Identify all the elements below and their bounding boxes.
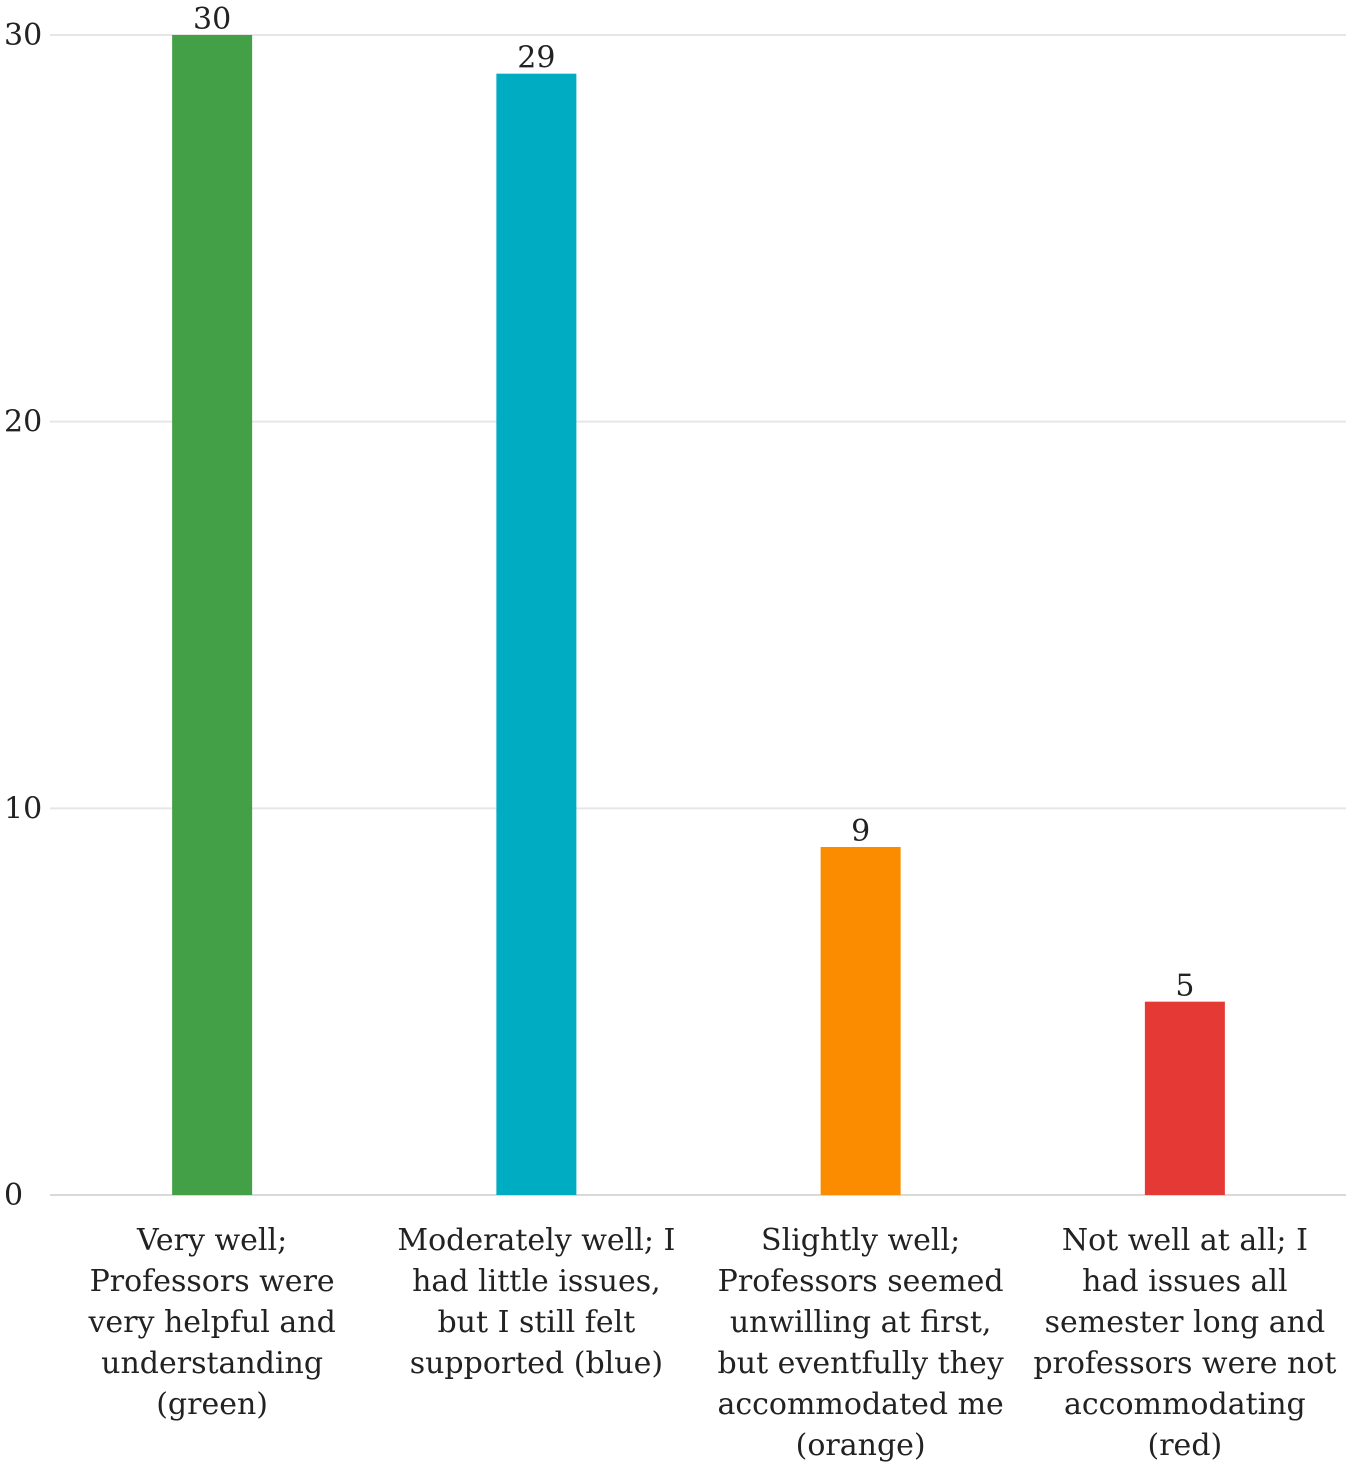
category-label-line: accommodating — [1064, 1387, 1306, 1422]
category-label-line: accommodated me — [717, 1387, 1003, 1422]
category-label-line: (green) — [156, 1387, 268, 1422]
data-label-0: 30 — [193, 2, 231, 37]
y-tick-label: 10 — [4, 791, 42, 826]
y-tick-label: 0 — [4, 1178, 23, 1213]
category-label-line: but eventfully they — [718, 1346, 1004, 1381]
category-label-line: but I still felt — [437, 1305, 635, 1340]
category-label-line: supported (blue) — [410, 1346, 663, 1381]
category-label-3: Not well at all; I had issues all semester… — [1033, 1223, 1336, 1462]
bars — [172, 35, 1225, 1196]
category-label-line: very helpful and — [87, 1305, 335, 1340]
y-axis-ticks: 0 10 20 30 — [4, 18, 42, 1213]
bar-1 — [496, 73, 577, 1196]
y-tick-label: 30 — [4, 18, 42, 53]
data-labels: 30 29 9 5 — [193, 2, 1194, 1004]
category-label-2: Slightly well; Professors seemed unwilling… — [717, 1223, 1003, 1462]
category-label-line: Professors were — [90, 1264, 335, 1299]
category-label-line: Not well at all; I — [1062, 1223, 1308, 1258]
category-label-line: Moderately well; I — [397, 1223, 675, 1258]
category-label-1: Moderately well; I had little issues, but … — [397, 1223, 675, 1381]
data-label-3: 5 — [1175, 969, 1194, 1004]
bar-0 — [172, 35, 253, 1195]
category-label-line: understanding — [101, 1346, 323, 1381]
bar-3 — [1144, 1001, 1225, 1195]
y-tick-label: 20 — [4, 405, 42, 440]
bar-2 — [820, 847, 901, 1195]
data-label-1: 29 — [517, 41, 555, 76]
category-label-line: had issues all — [1082, 1264, 1287, 1299]
category-label-0: Very well; Professors were very helpful an… — [87, 1223, 335, 1422]
x-axis-labels: Very well; Professors were very helpful an… — [87, 1223, 1336, 1462]
category-label-line: Professors seemed — [718, 1264, 1004, 1299]
category-label-line: Very well; — [136, 1223, 287, 1258]
gridlines — [50, 34, 1346, 1196]
category-label-line: professors were not — [1033, 1346, 1336, 1381]
category-label-line: (red) — [1148, 1428, 1223, 1462]
category-label-line: Slightly well; — [761, 1223, 960, 1258]
category-label-line: semester long and — [1045, 1305, 1326, 1340]
data-label-2: 9 — [851, 814, 870, 849]
category-label-line: unwilling at first, — [730, 1305, 992, 1340]
category-label-line: (orange) — [796, 1428, 926, 1462]
category-label-line: had little issues, — [412, 1264, 661, 1299]
